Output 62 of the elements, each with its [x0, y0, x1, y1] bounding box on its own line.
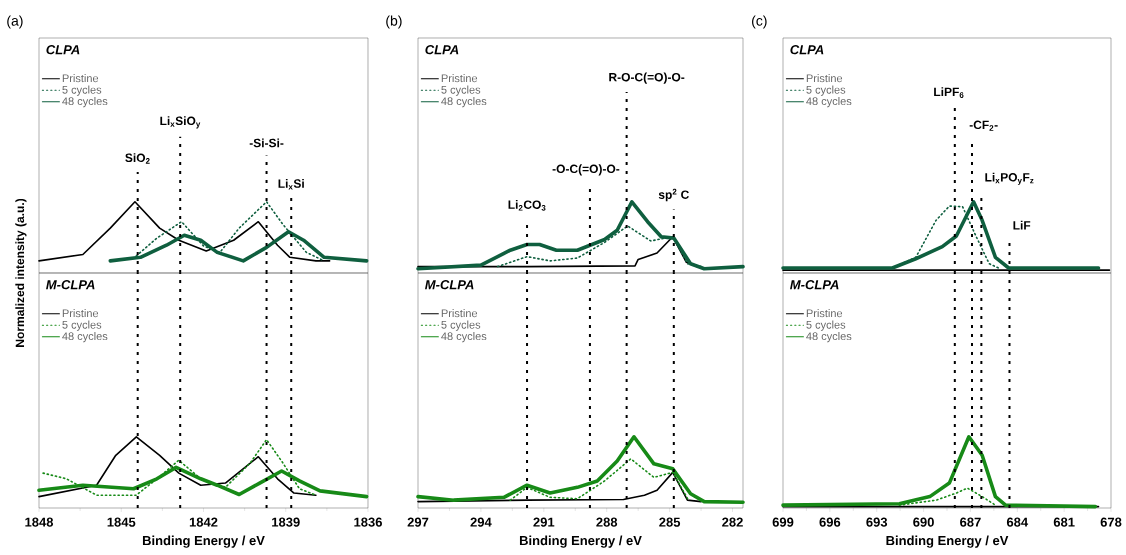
ref-line-label: LiPF$_{6}$ — [934, 87, 964, 98]
chart-subtitle: CLPA — [425, 45, 459, 55]
x-tick-label: 1845 — [107, 517, 136, 527]
chart-title: (c) — [752, 15, 767, 29]
x-tick-label: 1839 — [272, 517, 300, 527]
legend-label: Pristine — [62, 309, 99, 318]
x-axis-title: Binding Energy / eV — [519, 535, 642, 548]
ref-line-label: Li$_{x}$Si — [278, 179, 304, 190]
x-tick-label: 285 — [659, 517, 681, 527]
x-tick-label: 1848 — [25, 517, 54, 527]
ref-line-label: Li$_{x}$PO$_{y}$F$_{z}$ — [985, 172, 1034, 185]
chart-subtitle: M-CLPA — [46, 280, 95, 290]
chart-subtitle: CLPA — [790, 45, 824, 55]
ref-line-label: R-O-C(=O)-O- — [609, 72, 685, 84]
y-axis-title: Normalized intensity (a.u.) — [15, 198, 27, 347]
legend-label: 48 cycles — [806, 332, 852, 343]
legend-label: 5 cycles — [62, 85, 102, 96]
ref-line-label: Li$_{2}$CO$_{3}$ — [508, 200, 546, 211]
legend-label: Pristine — [806, 309, 843, 318]
x-tick-label: 297 — [407, 517, 429, 527]
x-tick-label: 687 — [960, 517, 981, 527]
legend-label: 48 cycles — [62, 97, 108, 108]
chart-title: (b) — [386, 15, 402, 29]
legend-label: 48 cycles — [62, 332, 108, 343]
ref-line-label: LiF — [1013, 220, 1031, 230]
x-tick-label: 282 — [722, 517, 743, 527]
legend-label: 5 cycles — [441, 85, 481, 96]
legend-label: 5 cycles — [806, 85, 846, 96]
legend-label: 48 cycles — [441, 332, 487, 343]
chart-subtitle: CLPA — [46, 45, 80, 55]
x-tick-label: 696 — [819, 517, 841, 527]
x-tick-label: 1836 — [354, 517, 382, 527]
ref-line-label: -O-C(=O)-O- — [552, 164, 620, 176]
legend-label: Pristine — [441, 309, 478, 318]
legend-label: 48 cycles — [441, 97, 487, 108]
x-axis-title: Binding Energy / eV — [886, 535, 1009, 548]
x-tick-label: 684 — [1006, 517, 1029, 527]
chart-subtitle: M-CLPA — [790, 280, 839, 290]
x-tick-label: 678 — [1100, 517, 1122, 527]
chart-title: (a) — [7, 15, 23, 29]
x-tick-label: 294 — [470, 517, 492, 527]
ref-line-label: sp$^{2}$ C — [658, 188, 689, 202]
legend-label: 5 cycles — [441, 320, 481, 331]
x-axis-title: Binding Energy / eV — [142, 535, 265, 548]
chart-subtitle: M-CLPA — [425, 280, 474, 290]
x-tick-label: 288 — [596, 517, 618, 527]
legend-label: Pristine — [62, 74, 99, 83]
legend-label: 48 cycles — [806, 97, 852, 108]
x-tick-label: 693 — [866, 517, 888, 527]
legend-label: Pristine — [441, 74, 478, 83]
ref-line-label: Li$_{x}$SiO$_{y}$ — [160, 116, 201, 129]
legend-label: 5 cycles — [62, 320, 102, 331]
x-tick-label: 699 — [772, 517, 794, 527]
ref-line-label: -Si-Si- — [249, 138, 284, 148]
x-tick-label: 681 — [1053, 517, 1075, 527]
ref-line-label: -CF$_{2}$- — [969, 120, 998, 131]
ref-line-label: SiO$_{2}$ — [125, 153, 150, 164]
legend-label: 5 cycles — [806, 320, 846, 331]
x-tick-label: 1842 — [189, 517, 218, 527]
x-tick-label: 291 — [533, 517, 555, 527]
legend-label: Pristine — [806, 74, 843, 83]
x-tick-label: 690 — [913, 517, 934, 527]
